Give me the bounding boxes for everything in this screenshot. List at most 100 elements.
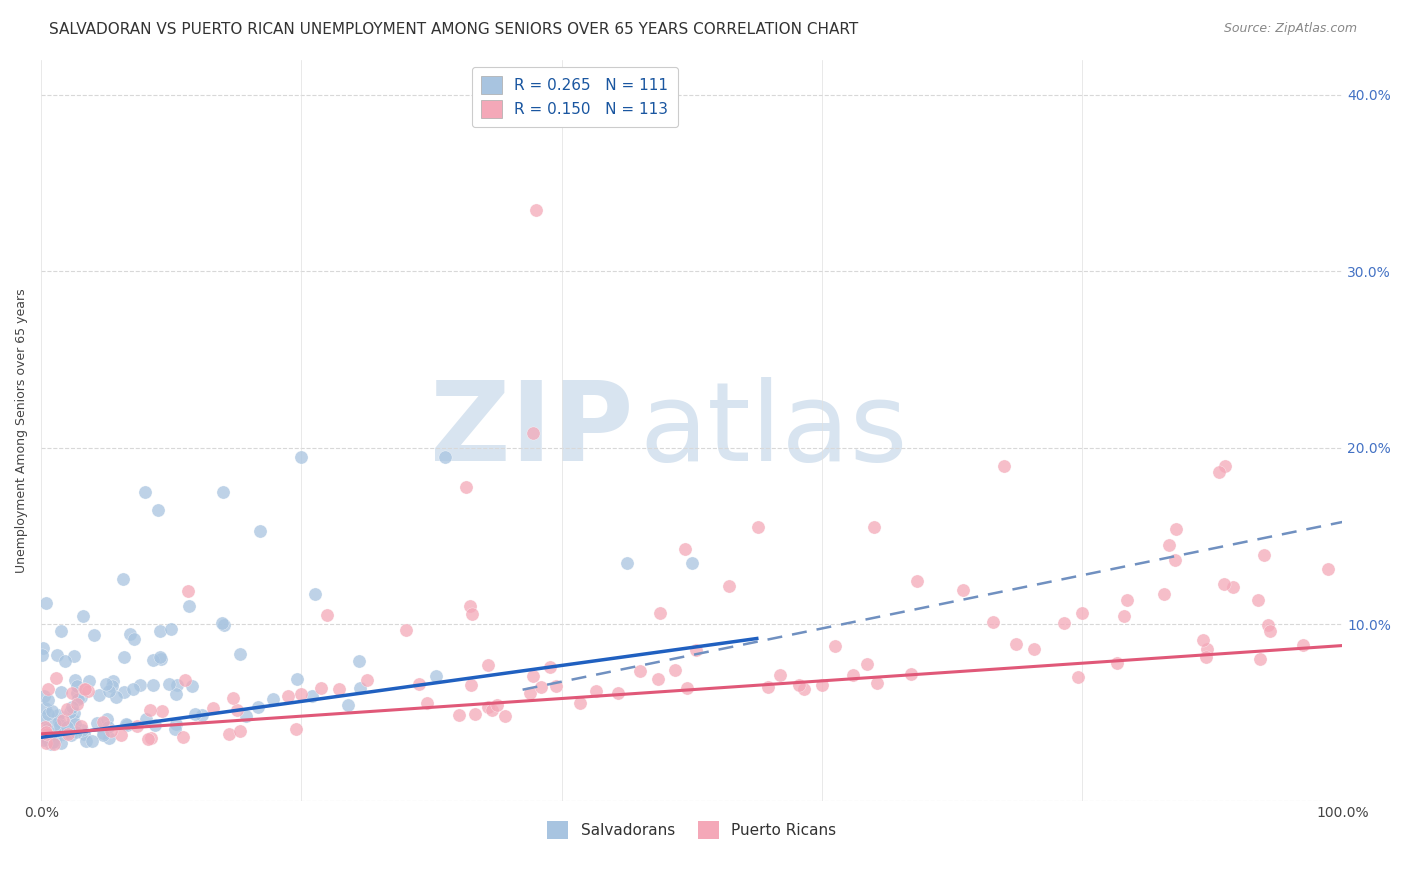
- Point: [1053, 616, 1076, 631]
- Point: [494, 709, 516, 723]
- Point: [34, 711, 56, 725]
- Point: [676, 681, 699, 695]
- Point: [290, 687, 312, 701]
- Point: [58, 726, 80, 740]
- Point: [165, 717, 187, 731]
- Point: [49, 718, 72, 732]
- Point: [149, 649, 172, 664]
- Point: [606, 686, 628, 700]
- Point: [681, 556, 703, 570]
- Point: [143, 717, 166, 731]
- Point: [285, 673, 308, 687]
- Point: [42, 735, 65, 749]
- Point: [769, 667, 792, 681]
- Point: [1197, 642, 1219, 657]
- Point: [51, 684, 73, 698]
- Point: [569, 696, 592, 710]
- Point: [86, 716, 108, 731]
- Point: [1208, 466, 1230, 480]
- Point: [1159, 538, 1181, 552]
- Point: [37, 722, 59, 736]
- Point: [37, 733, 59, 747]
- Point: [37, 706, 59, 721]
- Point: [301, 690, 323, 704]
- Point: [56, 720, 79, 734]
- Point: [174, 673, 197, 687]
- Point: [290, 450, 312, 464]
- Point: [425, 669, 447, 683]
- Point: [328, 682, 350, 697]
- Point: [53, 654, 76, 668]
- Point: [166, 678, 188, 692]
- Point: [1105, 656, 1128, 670]
- Point: [522, 425, 544, 440]
- Point: [112, 685, 135, 699]
- Point: [747, 520, 769, 534]
- Point: [138, 732, 160, 747]
- Point: [628, 664, 651, 678]
- Point: [49, 736, 72, 750]
- Point: [447, 707, 470, 722]
- Point: [1247, 592, 1270, 607]
- Point: [35, 736, 58, 750]
- Point: [1213, 458, 1236, 473]
- Point: [97, 683, 120, 698]
- Point: [756, 680, 779, 694]
- Point: [97, 731, 120, 746]
- Point: [1253, 548, 1275, 562]
- Point: [96, 712, 118, 726]
- Point: [349, 681, 371, 695]
- Point: [349, 654, 371, 668]
- Point: [1195, 649, 1218, 664]
- Point: [408, 677, 430, 691]
- Point: [229, 647, 252, 661]
- Point: [46, 708, 69, 723]
- Point: [32, 732, 55, 747]
- Point: [165, 723, 187, 737]
- Point: [1164, 553, 1187, 567]
- Point: [41, 735, 63, 749]
- Point: [810, 678, 832, 692]
- Point: [530, 680, 553, 694]
- Point: [97, 720, 120, 734]
- Point: [70, 718, 93, 732]
- Point: [165, 687, 187, 701]
- Point: [59, 706, 82, 720]
- Point: [38, 731, 60, 745]
- Point: [37, 724, 59, 739]
- Point: [900, 667, 922, 681]
- Point: [356, 673, 378, 688]
- Point: [538, 659, 561, 673]
- Point: [276, 689, 298, 703]
- Point: [117, 718, 139, 732]
- Point: [45, 671, 67, 685]
- Point: [110, 728, 132, 742]
- Point: [134, 485, 156, 500]
- Point: [160, 622, 183, 636]
- Point: [103, 673, 125, 688]
- Point: [981, 615, 1004, 630]
- Point: [1114, 609, 1136, 624]
- Point: [66, 691, 89, 706]
- Point: [650, 606, 672, 620]
- Point: [202, 701, 225, 715]
- Point: [1164, 522, 1187, 536]
- Point: [394, 623, 416, 637]
- Y-axis label: Unemployment Among Seniors over 65 years: Unemployment Among Seniors over 65 years: [15, 288, 28, 573]
- Point: [105, 690, 128, 704]
- Point: [51, 624, 73, 638]
- Point: [1249, 651, 1271, 665]
- Point: [73, 681, 96, 696]
- Point: [70, 690, 93, 704]
- Point: [1067, 670, 1090, 684]
- Text: atlas: atlas: [640, 376, 908, 483]
- Text: SALVADORAN VS PUERTO RICAN UNEMPLOYMENT AMONG SENIORS OVER 65 YEARS CORRELATION : SALVADORAN VS PUERTO RICAN UNEMPLOYMENT …: [49, 22, 859, 37]
- Point: [842, 667, 865, 681]
- Text: ZIP: ZIP: [430, 376, 633, 483]
- Point: [416, 696, 439, 710]
- Point: [481, 703, 503, 717]
- Point: [793, 682, 815, 697]
- Point: [1116, 592, 1139, 607]
- Point: [37, 692, 59, 706]
- Point: [464, 706, 486, 721]
